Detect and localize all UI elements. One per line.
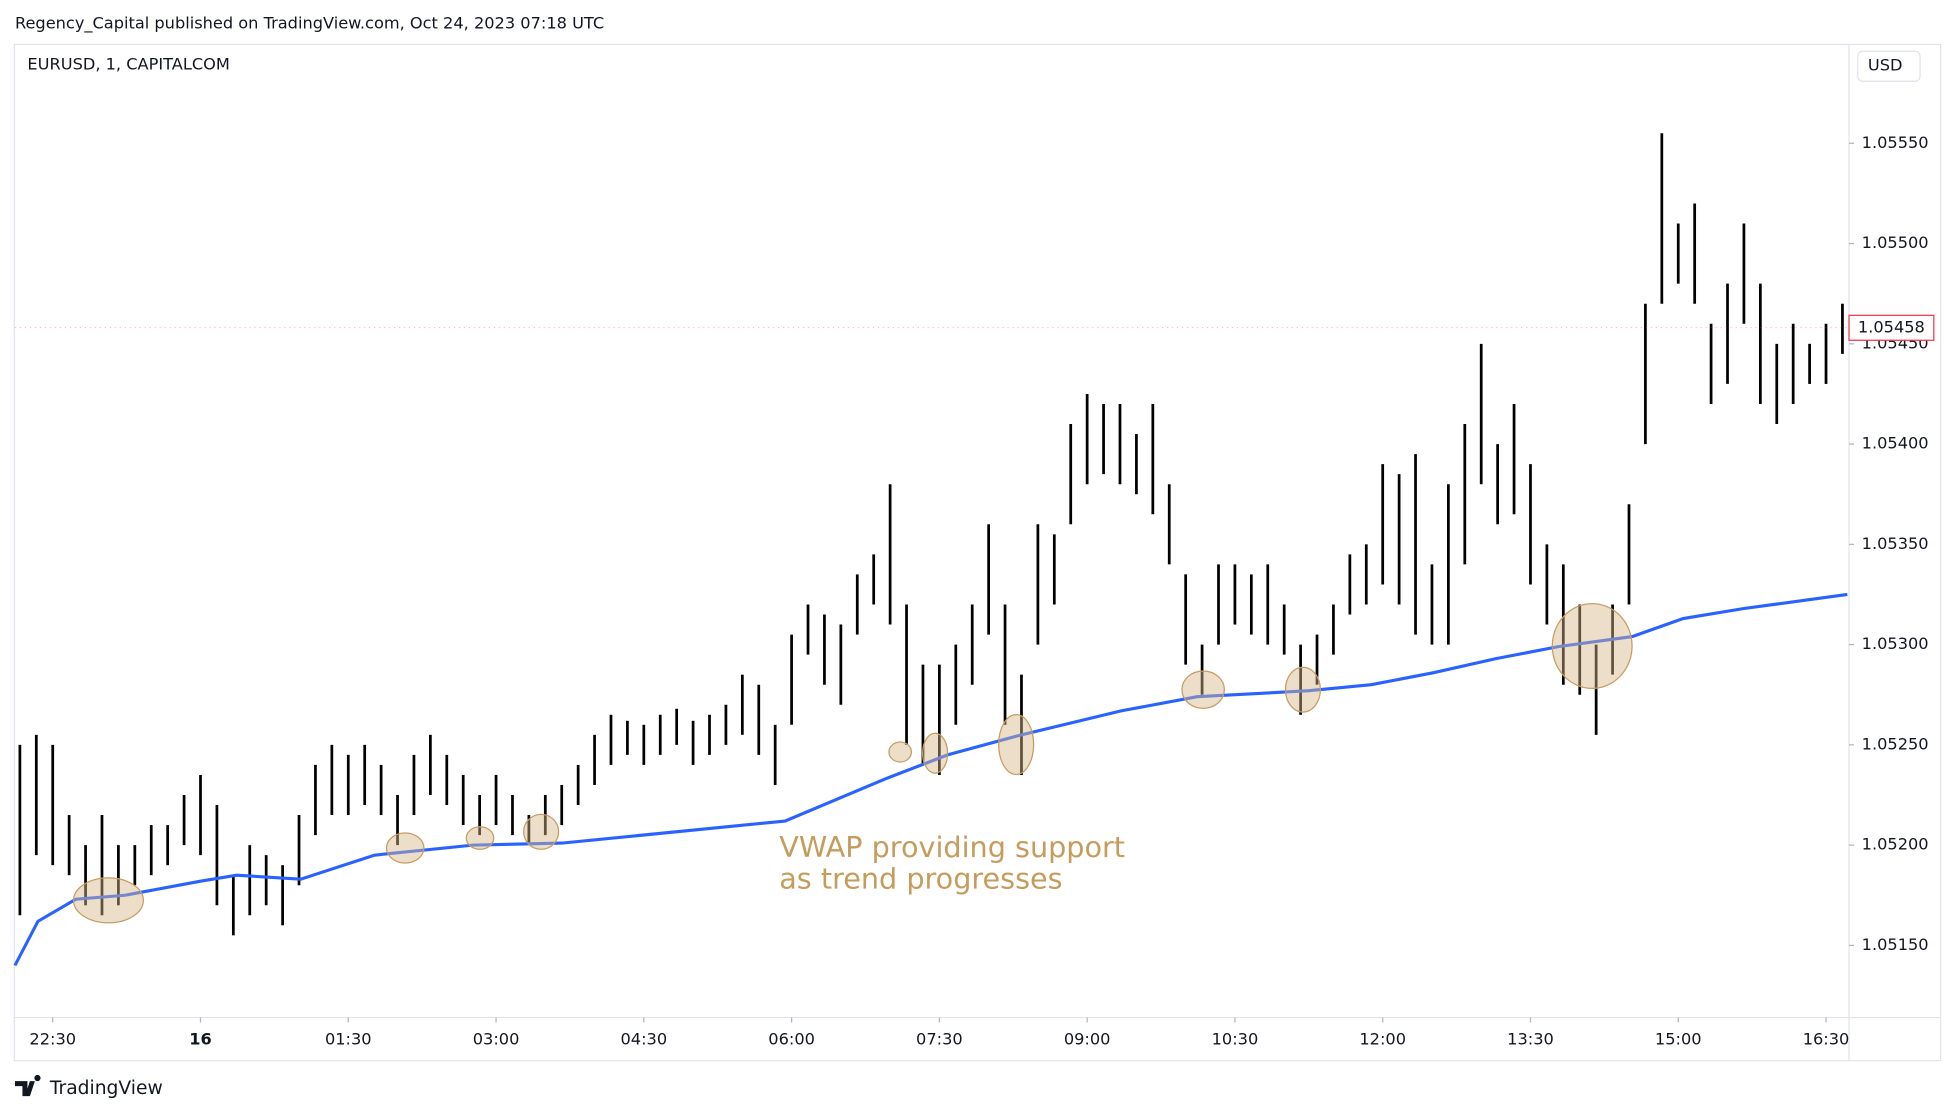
support-highlight — [1181, 670, 1225, 709]
x-tick-label: 01:30 — [325, 1030, 372, 1049]
y-tick-label: 1.05350 — [1862, 534, 1929, 553]
annotation: VWAP providing support — [779, 830, 1125, 864]
x-tick-label: 16 — [189, 1030, 212, 1049]
logo-icon — [14, 1074, 41, 1097]
x-tick-label: 22:30 — [29, 1030, 76, 1049]
y-tick-label: 1.05200 — [1862, 835, 1929, 854]
y-tick-label: 1.05400 — [1862, 434, 1929, 453]
x-tick-label: 04:30 — [620, 1030, 667, 1049]
x-tick-label: 12:00 — [1359, 1030, 1406, 1049]
x-tick-label: 15:00 — [1655, 1030, 1702, 1049]
y-tick-label: 1.05300 — [1862, 634, 1929, 653]
support-highlight — [998, 713, 1035, 776]
y-tick-label: 1.05150 — [1862, 935, 1929, 954]
y-tick-label: 1.05500 — [1862, 233, 1929, 252]
annotation: as trend progresses — [779, 861, 1062, 895]
last-price-box — [1848, 314, 1935, 341]
currency-label[interactable]: USD — [1868, 56, 1903, 75]
support-highlight — [465, 826, 495, 850]
publish-header: Regency_Capital published on TradingView… — [15, 13, 604, 33]
footer-brand: TradingView — [49, 1078, 163, 1099]
support-highlight — [888, 741, 913, 763]
support-highlight — [922, 732, 949, 774]
support-highlight — [1284, 666, 1321, 713]
x-tick-label: 07:30 — [916, 1030, 963, 1049]
symbol-label: EURUSD, 1, CAPITALCOM — [27, 55, 229, 74]
chart-frame — [13, 43, 1942, 1062]
x-tick-label: 13:30 — [1507, 1030, 1554, 1049]
x-tick-label: 03:00 — [473, 1030, 520, 1049]
support-highlight — [72, 877, 145, 924]
support-highlight — [523, 813, 560, 850]
y-tick-label: 1.05250 — [1862, 734, 1929, 753]
support-highlight — [1551, 603, 1633, 690]
last-price-label: 1.05458 — [1858, 317, 1925, 336]
support-highlight — [385, 832, 425, 864]
x-tick-label: 10:30 — [1212, 1030, 1259, 1049]
currency-button[interactable] — [1857, 50, 1921, 82]
tradingview-logo: TradingView — [14, 1074, 163, 1099]
x-tick-label: 09:00 — [1064, 1030, 1111, 1049]
x-tick-label: 16:30 — [1803, 1030, 1850, 1049]
y-tick-label: 1.05550 — [1862, 133, 1929, 152]
x-tick-label: 06:00 — [768, 1030, 815, 1049]
highlights — [72, 603, 1633, 924]
